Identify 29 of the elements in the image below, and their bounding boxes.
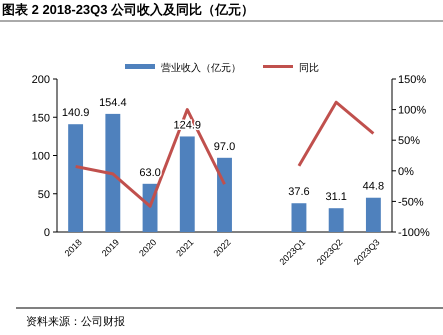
chart-title: 图表 2 2018-23Q3 公司收入及同比（亿元） bbox=[2, 2, 254, 17]
data-label: 154.4 bbox=[99, 96, 127, 109]
text: 资料来源：公司财报 bbox=[26, 315, 125, 328]
y2-tick-label: 50% bbox=[398, 135, 420, 148]
y2-tick-label: 0% bbox=[398, 166, 414, 178]
data-label: 31.1 bbox=[325, 191, 347, 204]
data-label: 37.6 bbox=[288, 186, 310, 198]
y2-tick-label: -100% bbox=[398, 227, 430, 239]
y-tick-label: 50 bbox=[38, 188, 50, 201]
bar bbox=[105, 114, 120, 232]
legend-label: 营业收入（亿元） bbox=[161, 62, 241, 74]
data-label: 97.0 bbox=[214, 140, 236, 153]
bar bbox=[180, 136, 195, 232]
data-label: 140.9 bbox=[62, 107, 90, 120]
y-tick-label: 100 bbox=[32, 150, 50, 162]
legend-label: 同比 bbox=[299, 62, 319, 74]
y-tick-label: 0 bbox=[44, 227, 50, 239]
y-tick-label: 200 bbox=[32, 74, 50, 86]
y2-tick-label: 100% bbox=[398, 104, 426, 117]
data-label: 63.0 bbox=[139, 166, 161, 179]
bar bbox=[217, 158, 232, 232]
y2-tick-label: -50% bbox=[398, 196, 424, 208]
bar bbox=[328, 208, 344, 232]
data-label: 44.8 bbox=[362, 180, 384, 193]
bar bbox=[366, 198, 381, 232]
y2-tick-label: 150% bbox=[398, 74, 426, 86]
bar bbox=[68, 124, 84, 232]
bar bbox=[292, 203, 306, 232]
y-tick-label: 150 bbox=[32, 112, 50, 124]
